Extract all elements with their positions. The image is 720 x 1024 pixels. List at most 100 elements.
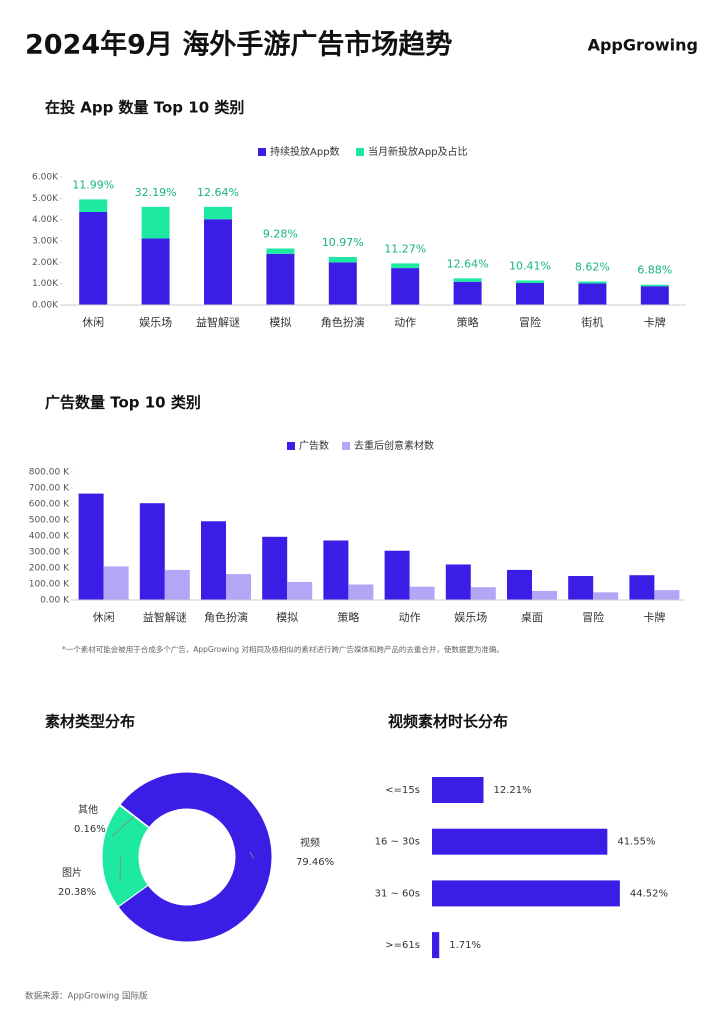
bar — [432, 828, 608, 855]
x-tick-label: 卡牌 — [644, 315, 666, 329]
legend-label: 广告数 — [299, 439, 329, 452]
value-label: 20.38% — [58, 887, 96, 898]
bar — [640, 286, 669, 305]
x-tick-label: 角色扮演 — [321, 315, 365, 329]
x-tick-label: 休闲 — [93, 610, 115, 624]
bar — [453, 278, 482, 282]
bar — [593, 592, 619, 600]
annotation: 8.62% — [575, 261, 610, 274]
bar — [470, 587, 496, 600]
y-tick-label: 16 ~ 30s — [375, 837, 420, 848]
annotation: 10.41% — [509, 259, 551, 272]
bar — [640, 284, 669, 287]
x-tick-label: 卡牌 — [643, 610, 665, 624]
annotation: 12.64% — [197, 186, 239, 199]
x-tick-label: 动作 — [399, 611, 421, 624]
y-tick-label: 4.00K — [32, 215, 59, 225]
x-tick-label: 冒险 — [582, 610, 604, 624]
bar — [201, 521, 226, 600]
value-label: 44.52% — [630, 888, 668, 899]
slice-label: 图片 — [62, 866, 82, 879]
bar — [266, 248, 295, 254]
value-label: 1.71% — [449, 940, 481, 951]
x-tick-label: 休闲 — [82, 315, 104, 329]
y-tick-label: 300.00 K — [29, 548, 70, 558]
x-tick-label: 娱乐场 — [454, 610, 487, 624]
annotation: 11.27% — [384, 242, 426, 255]
x-tick-label: 策略 — [457, 315, 479, 329]
bar — [79, 211, 108, 305]
bar — [629, 575, 655, 600]
slice-label: 其他 — [78, 803, 98, 816]
y-tick-label: 2.00K — [32, 258, 59, 268]
annotation: 9.28% — [263, 227, 298, 240]
bar — [262, 536, 288, 600]
x-tick-label: 冒险 — [519, 315, 541, 329]
x-tick-label: 模拟 — [276, 610, 298, 624]
value-label: 0.16% — [74, 824, 106, 835]
bar — [323, 540, 349, 600]
bar — [578, 281, 607, 284]
y-tick-label: 800.00 K — [29, 468, 70, 478]
y-tick-label: 3.00K — [32, 237, 59, 247]
y-tick-label: 0.00K — [32, 301, 59, 311]
bar — [328, 262, 357, 305]
x-tick-label: 街机 — [581, 315, 603, 329]
bar — [432, 777, 484, 803]
y-tick-label: 6.00K — [32, 173, 59, 183]
logo: AppGrowing — [588, 36, 698, 55]
bar — [532, 590, 557, 600]
bar — [516, 280, 544, 284]
bar — [568, 576, 594, 600]
legend-swatch — [356, 148, 364, 156]
leader-line — [119, 856, 121, 883]
bar — [507, 569, 532, 600]
x-tick-label: 动作 — [394, 316, 416, 329]
bar — [79, 199, 108, 212]
bar — [409, 586, 435, 600]
x-tick-label: 策略 — [337, 610, 359, 624]
bar — [445, 564, 471, 600]
y-tick-label: 100.00 K — [29, 580, 70, 590]
chart-title: 广告数量 Top 10 类别 — [45, 394, 201, 412]
y-tick-label: 500.00 K — [29, 516, 70, 526]
x-tick-label: 桌面 — [521, 611, 543, 624]
source: 数据来源：AppGrowing 国际版 — [25, 991, 148, 1002]
chart-title: 素材类型分布 — [45, 713, 135, 731]
y-tick-label: 600.00 K — [29, 500, 70, 510]
y-tick-label: 0.00 K — [40, 596, 70, 606]
value-label: 12.21% — [494, 785, 532, 796]
bar — [391, 268, 420, 305]
bar — [226, 574, 251, 600]
chart-title: 视频素材时长分布 — [388, 713, 508, 731]
bar — [139, 503, 165, 600]
chart-title: 在投 App 数量 Top 10 类别 — [45, 99, 244, 117]
pie-slice — [117, 771, 273, 943]
legend-label: 当月新投放App及占比 — [368, 145, 468, 158]
y-tick-label: 5.00K — [32, 194, 59, 204]
leader-line — [249, 851, 254, 859]
bar — [432, 932, 440, 959]
bar — [204, 206, 232, 220]
page-title: 2024年9月 海外手游广告市场趋势 — [25, 29, 452, 61]
bar — [391, 263, 420, 269]
bar — [578, 283, 607, 305]
x-tick-label: 益智解谜 — [143, 610, 187, 624]
legend-swatch — [342, 442, 350, 450]
annotation: 12.64% — [447, 257, 489, 270]
bar — [103, 566, 129, 600]
bar — [453, 281, 482, 305]
annotation: 11.99% — [72, 178, 114, 191]
bar — [78, 493, 104, 600]
bar — [654, 590, 680, 600]
y-tick-label: 1.00K — [32, 279, 59, 289]
bar — [164, 569, 190, 600]
bar — [141, 238, 170, 305]
annotation: 6.88% — [637, 264, 672, 277]
x-tick-label: 模拟 — [269, 315, 291, 329]
annotation: 10.97% — [322, 236, 364, 249]
y-tick-label: <=15s — [385, 785, 420, 796]
legend-swatch — [287, 442, 295, 450]
y-tick-label: 31 ~ 60s — [375, 888, 420, 899]
